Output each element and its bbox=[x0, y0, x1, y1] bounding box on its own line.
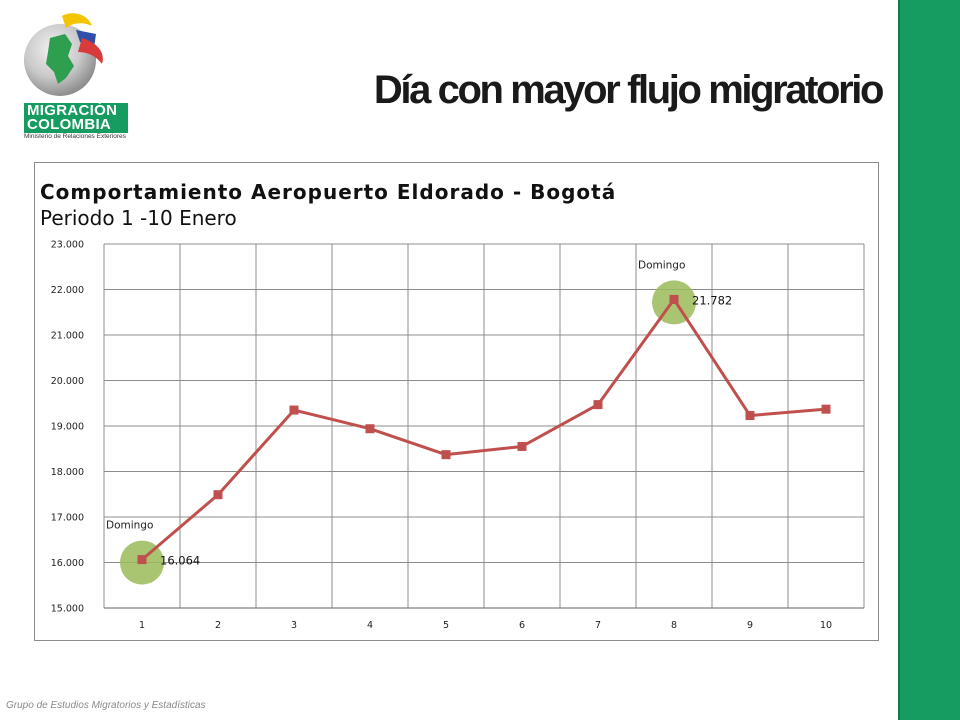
x-tick-label: 9 bbox=[747, 620, 753, 631]
globe-logo-icon bbox=[24, 13, 103, 96]
data-point bbox=[517, 441, 527, 451]
x-tick-label: 3 bbox=[291, 620, 297, 631]
x-tick-label: 1 bbox=[139, 620, 145, 631]
slide-title: Día con mayor flujo migratorio bbox=[373, 68, 884, 112]
y-tick-label: 22.000 bbox=[51, 285, 84, 296]
logo-wordmark-line1: MIGRACIÓN bbox=[24, 103, 128, 119]
x-tick-label: 2 bbox=[215, 620, 221, 631]
data-point bbox=[289, 405, 299, 415]
data-label: 16.064 bbox=[160, 554, 200, 568]
y-tick-label: 17.000 bbox=[51, 513, 84, 524]
y-tick-label: 16.000 bbox=[51, 558, 84, 569]
y-tick-label: 19.000 bbox=[51, 422, 84, 433]
green-side-bar bbox=[898, 0, 960, 720]
data-point bbox=[745, 411, 755, 421]
chart-title: Comportamiento Aeropuerto Eldorado - Bog… bbox=[40, 180, 617, 204]
x-tick-label: 4 bbox=[367, 620, 373, 631]
data-label: 21.782 bbox=[692, 293, 732, 307]
y-tick-label: 15.000 bbox=[51, 604, 84, 615]
data-point bbox=[213, 490, 223, 500]
data-point bbox=[593, 400, 603, 410]
y-tick-label: 21.000 bbox=[51, 331, 84, 342]
chart-frame bbox=[34, 162, 879, 641]
data-point bbox=[365, 424, 375, 434]
data-point bbox=[669, 294, 679, 304]
annotation-label: Domingo bbox=[638, 259, 685, 271]
y-tick-label: 18.000 bbox=[51, 467, 84, 478]
data-point bbox=[137, 555, 147, 565]
data-point bbox=[821, 404, 831, 414]
logo-wordmark-line2: COLOMBIA bbox=[24, 117, 128, 133]
x-tick-label: 8 bbox=[671, 620, 677, 631]
migracion-colombia-logo: MIGRACIÓN COLOMBIA Ministerio de Relacio… bbox=[10, 8, 128, 140]
x-tick-label: 7 bbox=[595, 620, 601, 631]
x-tick-label: 6 bbox=[519, 620, 525, 631]
y-tick-label: 20.000 bbox=[51, 376, 84, 387]
x-tick-label: 10 bbox=[820, 620, 832, 631]
logo-subtitle: Ministerio de Relaciones Exteriores bbox=[24, 133, 126, 140]
footer-text: Grupo de Estudios Migratorios y Estadíst… bbox=[6, 700, 206, 711]
data-point bbox=[441, 450, 451, 460]
y-tick-label: 23.000 bbox=[51, 240, 84, 251]
annotation-label: Domingo bbox=[106, 520, 153, 532]
x-tick-label: 5 bbox=[443, 620, 449, 631]
series-line bbox=[141, 297, 827, 561]
chart-subtitle: Periodo 1 -10 Enero bbox=[40, 206, 237, 230]
